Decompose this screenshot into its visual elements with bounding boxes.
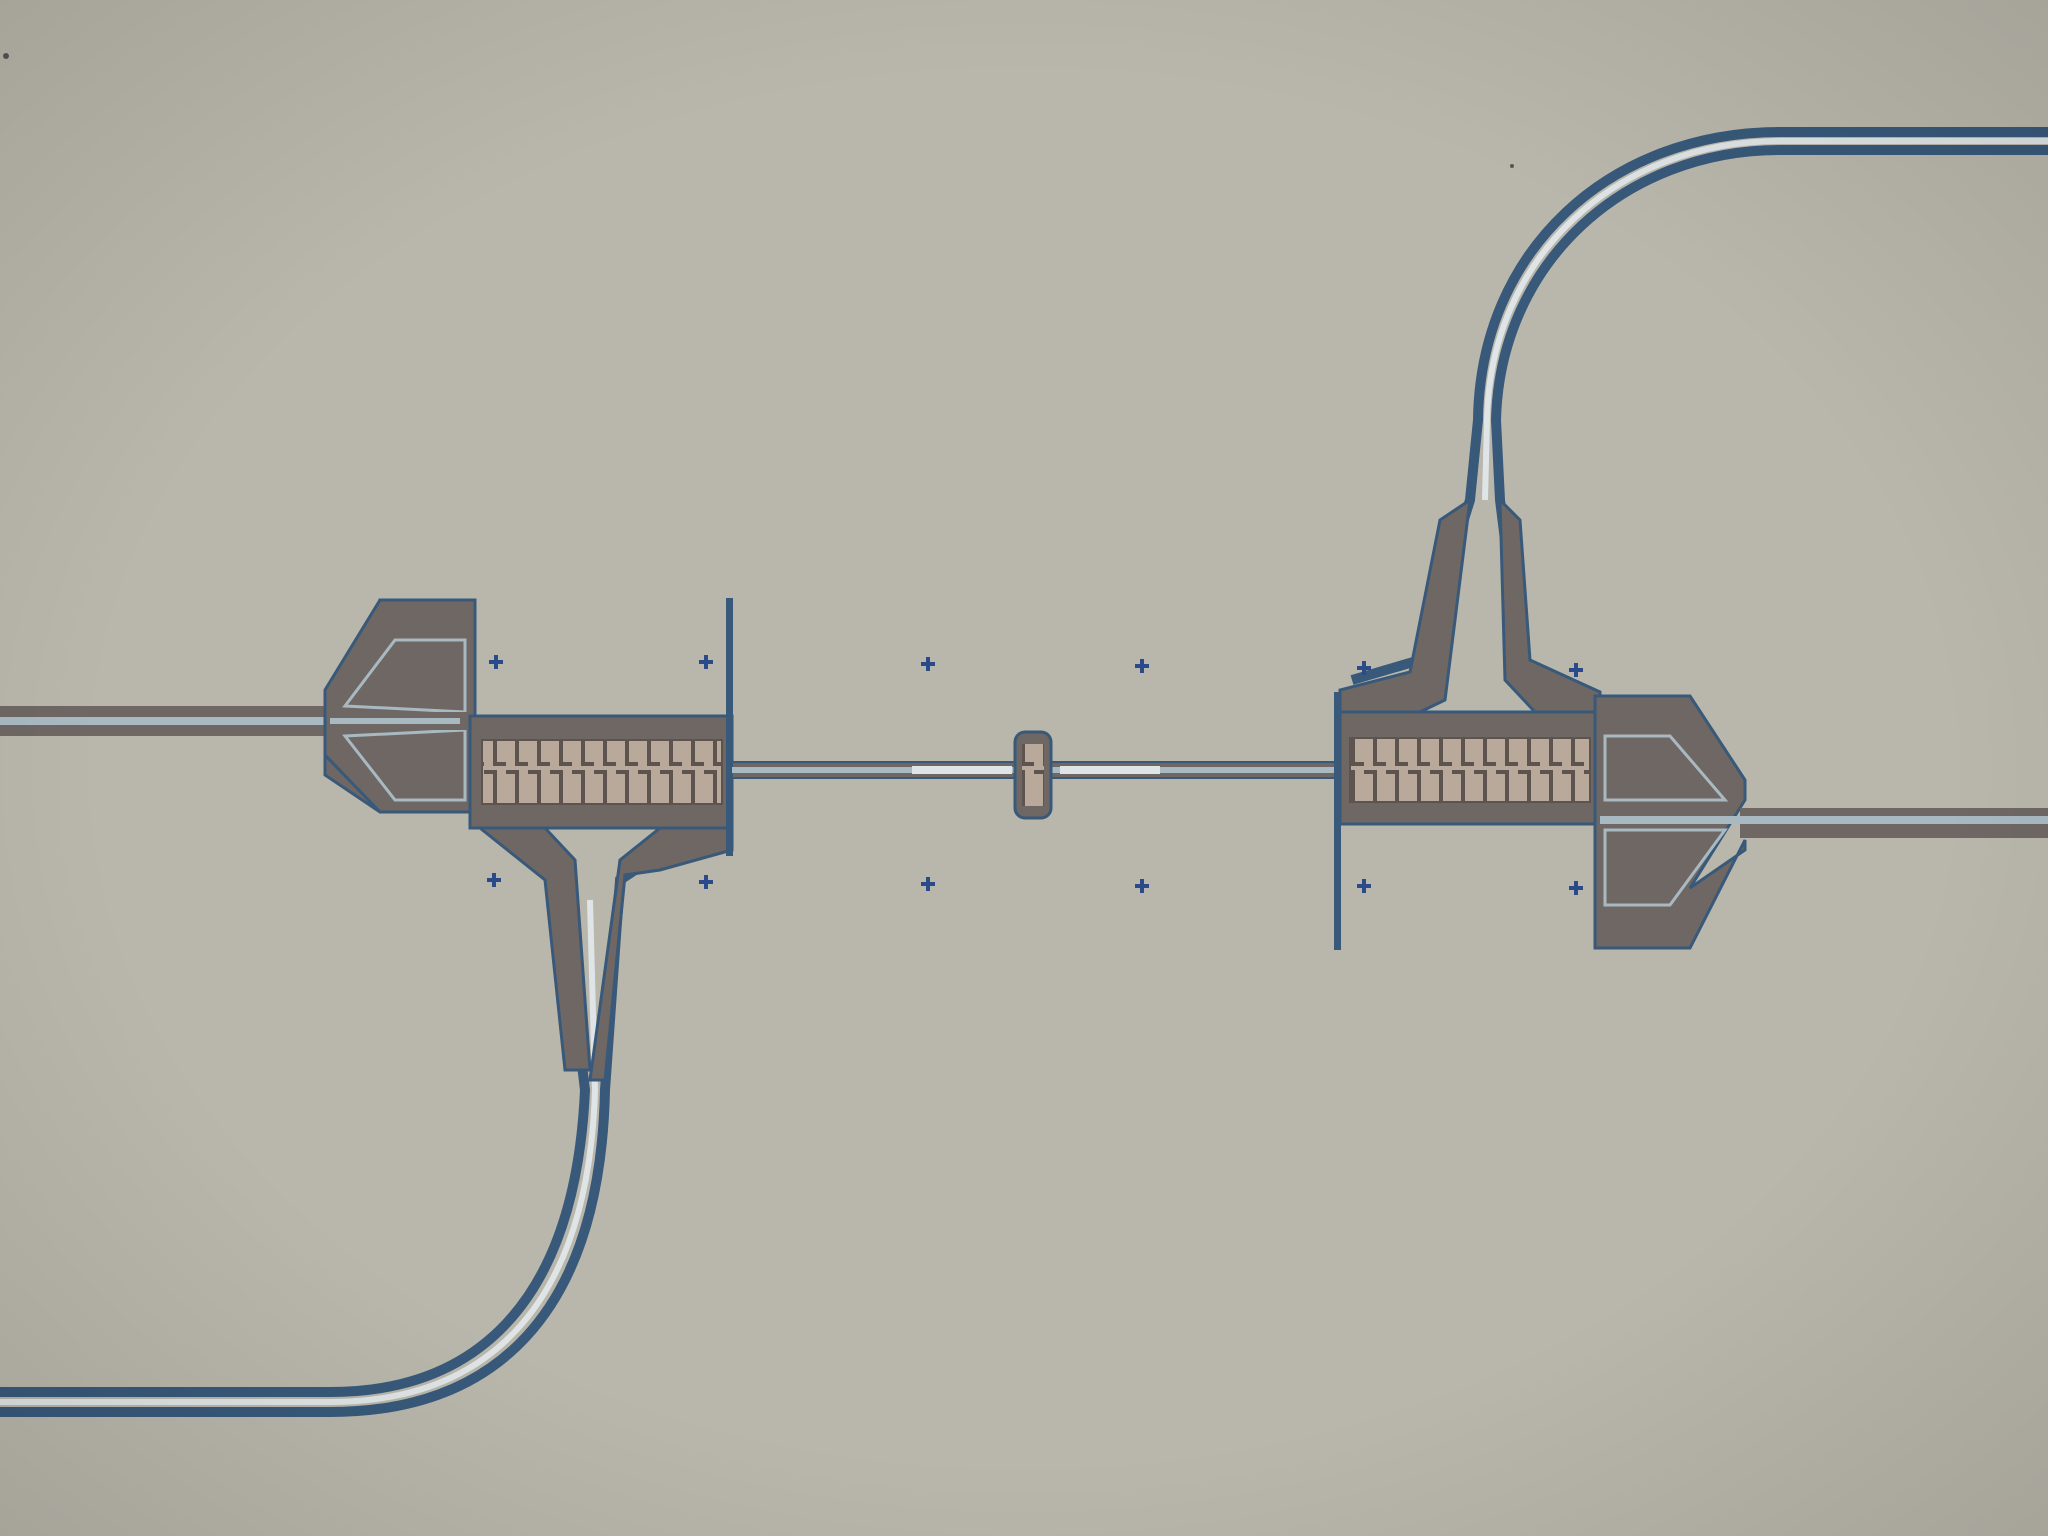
micrograph-scene: [0, 0, 2048, 1536]
vignette: [0, 0, 2048, 1536]
micrograph-canvas: [0, 0, 2048, 1536]
